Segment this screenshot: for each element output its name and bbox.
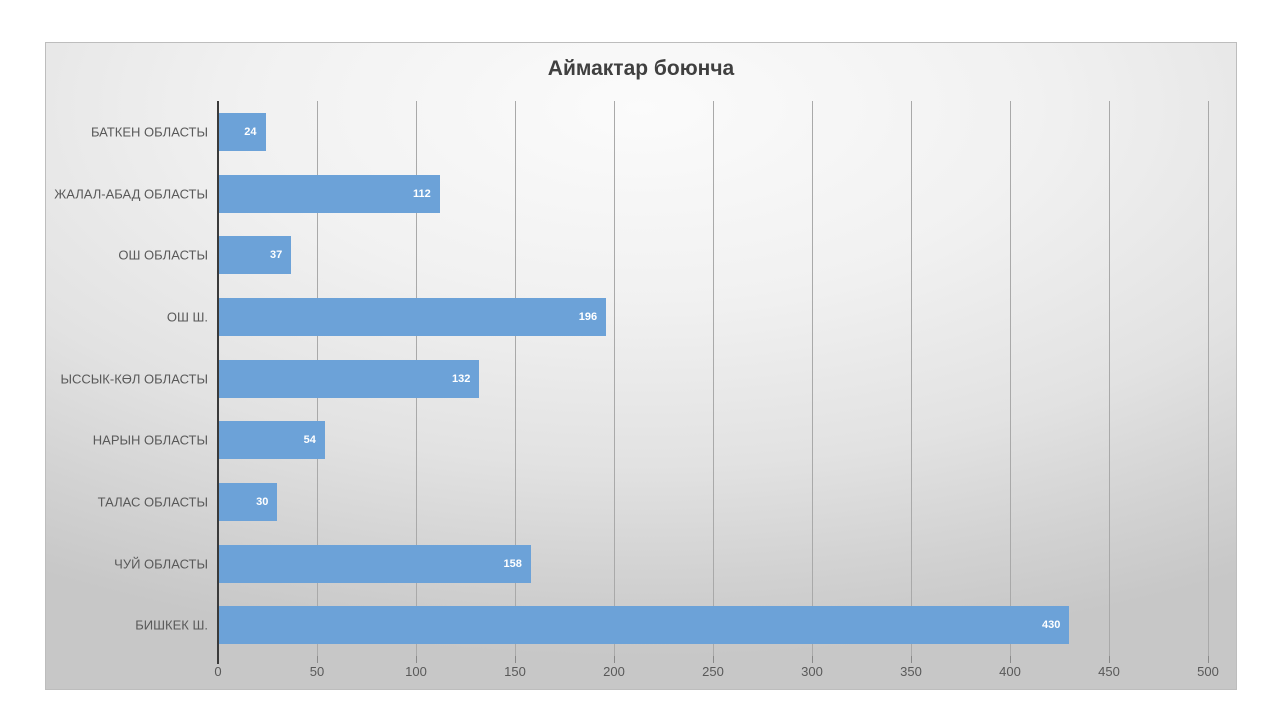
category-label: ЫССЫК-КӨЛ ОБЛАСТЫ (60, 371, 209, 386)
gridline (812, 101, 813, 656)
bar[interactable]: 132 (218, 359, 480, 398)
tick-mark (1109, 656, 1110, 663)
bar[interactable]: 24 (218, 112, 266, 151)
tick-mark (713, 656, 714, 663)
chart-container: Аймактар боюнча БАТКЕН ОБЛАСТЫ ЖАЛАЛ-АБАД… (45, 42, 1237, 690)
category-label: ОШ ОБЛАСТЫ (118, 247, 208, 263)
tick-mark (812, 656, 813, 663)
bar-value-label: 112 (413, 187, 431, 200)
bar-value-label: 54 (303, 434, 316, 447)
gridline (911, 101, 912, 656)
x-tick-label: 300 (801, 664, 823, 679)
x-tick-label: 500 (1197, 664, 1219, 679)
tick-mark (515, 656, 516, 663)
category-axis: БАТКЕН ОБЛАСТЫ ЖАЛАЛ-АБАД ОБЛАСТЫ ОШ ОБЛАС… (46, 101, 208, 656)
x-tick-label: 150 (504, 664, 526, 679)
gridline (1208, 101, 1209, 656)
gridline (1010, 101, 1011, 656)
x-tick-label: 450 (1098, 664, 1120, 679)
gridline (1109, 101, 1110, 656)
category-label: ЖАЛАЛ-АБАД ОБЛАСТЫ (54, 186, 208, 201)
x-tick-label: 200 (603, 664, 625, 679)
tick-mark (317, 656, 318, 663)
bar[interactable]: 112 (218, 174, 440, 213)
category-label: ОШ Ш. (166, 309, 208, 325)
x-tick-label: 0 (214, 664, 222, 679)
bar-value-label: 430 (1042, 619, 1061, 632)
bar-value-label: 132 (452, 372, 471, 385)
tick-mark (614, 656, 615, 663)
bar-value-label: 158 (503, 557, 522, 570)
chart-title: Аймактар боюнча (547, 57, 735, 80)
x-tick-label: 100 (405, 664, 427, 679)
bar[interactable]: 30 (218, 482, 278, 521)
tick-mark (416, 656, 417, 663)
category-label: ЧУЙ ОБЛАСТЫ (114, 556, 208, 571)
plot-area: 24 112 37 196 132 54 30 158 430 (217, 101, 1209, 664)
bar[interactable]: 196 (218, 297, 607, 336)
bar[interactable]: 37 (218, 236, 292, 275)
x-tick-label: 250 (702, 664, 724, 679)
category-label: ТАЛАС ОБЛАСТЫ (97, 494, 208, 510)
bar-value-label: 37 (270, 249, 283, 262)
bar[interactable]: 158 (218, 544, 531, 583)
x-tick-label: 350 (900, 664, 922, 679)
tick-mark (1010, 656, 1011, 663)
bar[interactable]: 54 (218, 421, 325, 460)
x-tick-label: 50 (309, 664, 325, 679)
category-label: НАРЫН ОБЛАСТЫ (92, 432, 208, 448)
value-axis: 0 50 100 150 200 250 300 350 400 450 500 (46, 664, 1236, 684)
axis-line (217, 101, 219, 664)
category-label: БИШКЕК Ш. (135, 617, 208, 633)
gridline (515, 101, 516, 656)
bar-value-label: 196 (578, 310, 598, 323)
bar-value-label: 30 (256, 495, 269, 508)
bar[interactable]: 430 (218, 606, 1070, 645)
gridline (614, 101, 615, 656)
gridline (713, 101, 714, 656)
tick-mark (911, 656, 912, 663)
bar-value-label: 24 (244, 125, 257, 138)
tick-mark (1208, 656, 1209, 663)
x-tick-label: 400 (999, 664, 1021, 679)
category-label: БАТКЕН ОБЛАСТЫ (90, 124, 208, 140)
